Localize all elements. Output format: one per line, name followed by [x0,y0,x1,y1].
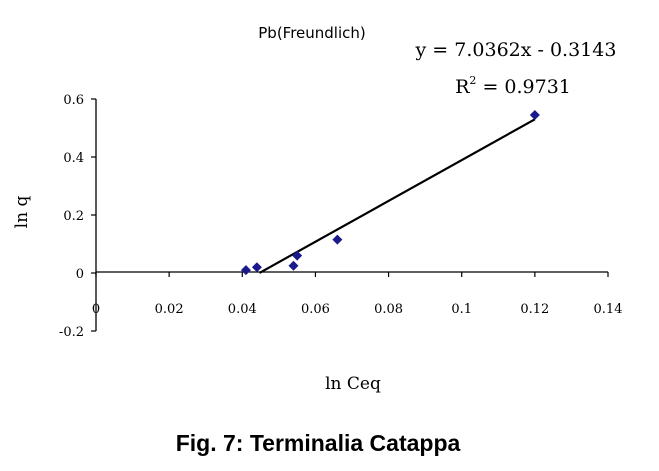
x-tick-label: 0.08 [374,302,403,317]
axes: -0.2 0 0.2 0.4 0.6 0 0.02 0.04 0.06 0.08 0.1 0.12 0.… [59,93,623,340]
figure-caption: Fig. 7: Terminalia Catappa [176,430,461,456]
r-squared-value: = 0.9731 [476,76,570,98]
x-tick-label: 0 [92,302,100,317]
x-tick-label: 0.14 [594,302,623,317]
r-squared-superscript: 2 [469,74,476,87]
data-point [288,260,299,271]
y-tick-label: 0.6 [63,93,84,108]
y-tick-label: 0.2 [63,209,84,224]
r-squared-label: R2 = 0.9731 [455,74,571,98]
trendline-equation: y = 7.0362x - 0.3143 [415,39,617,61]
y-axis-label: ln q [12,196,32,229]
trendline [258,118,536,274]
y-tick-label: 0.4 [63,151,84,166]
x-tick-label: 0.02 [155,302,184,317]
data-point [240,265,251,276]
x-tick-label: 0.12 [520,302,549,317]
chart-title: Pb(Freundlich) [258,24,366,42]
x-tick-label: 0.1 [451,302,472,317]
data-point [251,262,262,273]
y-tick-label: 0 [76,267,84,282]
x-axis-label: ln Ceq [325,374,381,394]
x-tick-label: 0.04 [228,302,257,317]
data-point [529,109,540,120]
x-tick-label: 0.06 [301,302,330,317]
r-squared-prefix: R [455,76,470,98]
trendline-group [258,118,536,274]
data-point [332,234,343,245]
data-point [292,250,303,261]
data-points [240,109,540,276]
y-tick-label: -0.2 [59,325,84,340]
